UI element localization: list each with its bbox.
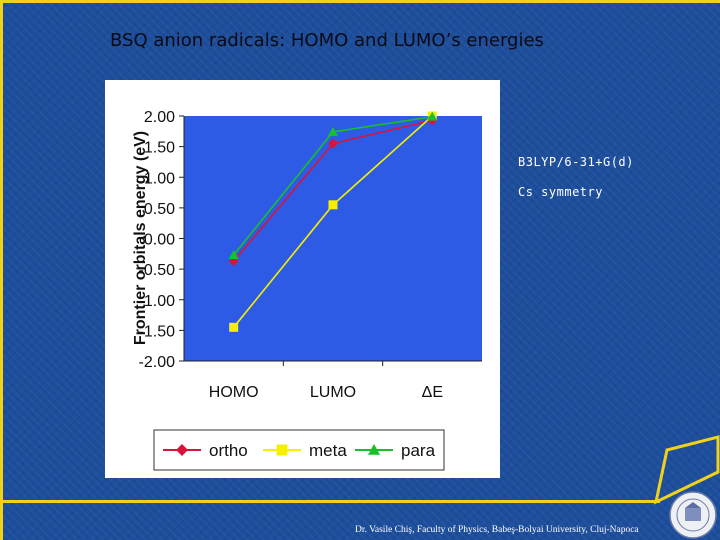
footer-credit: Dr. Vasile Chiş, Faculty of Physics, Bab… bbox=[355, 525, 639, 535]
university-seal-icon bbox=[669, 491, 717, 539]
slide-frame-bottom bbox=[0, 500, 660, 503]
legend-label: ortho bbox=[209, 441, 248, 460]
data-point-meta bbox=[328, 200, 338, 210]
legend-marker-para bbox=[368, 444, 380, 455]
legend-item-ortho: ortho bbox=[163, 441, 248, 460]
x-tick-label: ΔE bbox=[422, 384, 443, 401]
data-point-meta bbox=[229, 322, 239, 332]
data-point-para bbox=[427, 111, 438, 121]
legend-item-meta: meta bbox=[263, 441, 347, 460]
y-tick-label: -1.50 bbox=[139, 323, 176, 340]
slide-frame-left bbox=[0, 0, 3, 540]
y-tick-label: -1.00 bbox=[139, 293, 176, 310]
x-tick-label: LUMO bbox=[310, 384, 356, 401]
legend-item-para: para bbox=[355, 441, 436, 460]
y-tick-label: -2.00 bbox=[139, 354, 176, 371]
legend-label: para bbox=[401, 441, 436, 460]
slide-frame-top bbox=[0, 0, 720, 3]
corner-decoration bbox=[653, 435, 720, 505]
y-tick-label: 2.00 bbox=[144, 109, 175, 126]
data-point-para bbox=[328, 126, 338, 136]
legend-label: meta bbox=[309, 441, 347, 460]
legend-marker-ortho bbox=[176, 444, 188, 456]
data-point-para bbox=[228, 250, 239, 260]
y-tick-label: 0.00 bbox=[144, 232, 175, 249]
y-tick-label: -0.50 bbox=[139, 262, 176, 279]
method-note: B3LYP/6-31+G(d) bbox=[518, 155, 634, 169]
x-tick-label: HOMO bbox=[209, 384, 259, 401]
y-axis-label: Frontier orbitals energy (eV) bbox=[132, 131, 149, 345]
slide-title: BSQ anion radicals: HOMO and LUMO’s ener… bbox=[110, 30, 544, 51]
y-tick-label: 0.50 bbox=[144, 201, 175, 218]
data-point-ortho bbox=[328, 138, 338, 149]
y-tick-label: 1.50 bbox=[144, 140, 175, 157]
plot-area bbox=[184, 116, 482, 361]
series-para bbox=[228, 111, 438, 260]
legend-marker-meta bbox=[276, 444, 288, 456]
y-tick-label: 1.00 bbox=[144, 170, 175, 187]
symmetry-note: Cs symmetry bbox=[518, 185, 603, 199]
chart-svg: Frontier orbitals energy (eV) 2.00 1.50 1.… bbox=[132, 109, 482, 471]
chart-panel: Frontier orbitals energy (eV) 2.00 1.50 1.… bbox=[105, 80, 500, 478]
